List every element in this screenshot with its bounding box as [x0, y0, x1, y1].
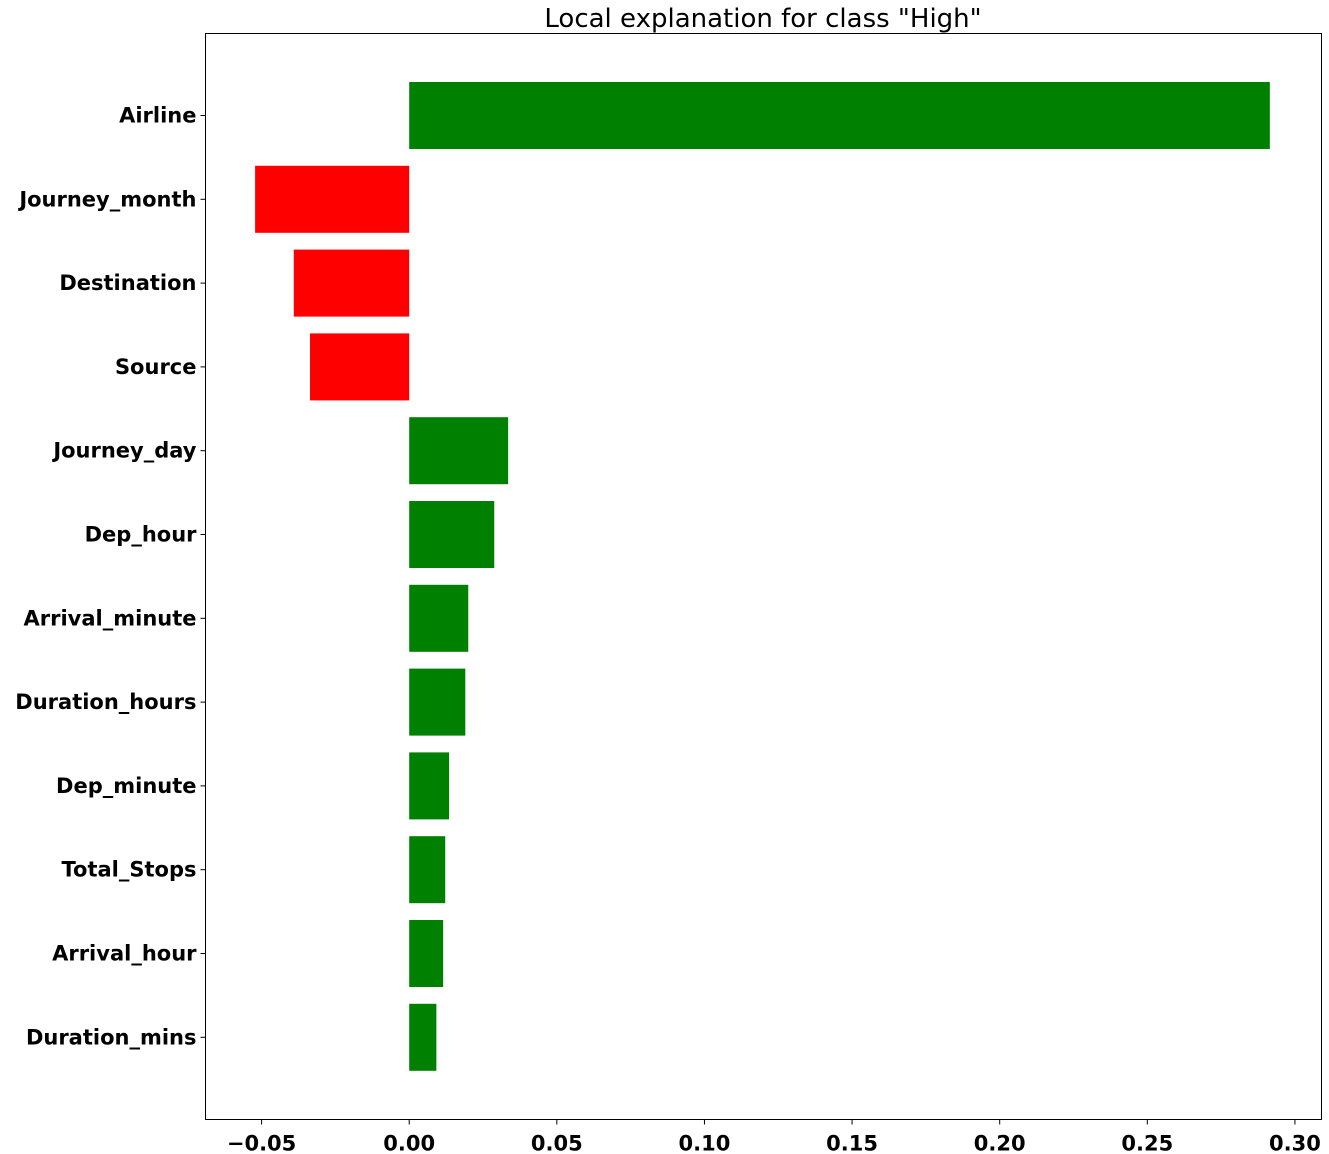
y-tick-label: Arrival_hour	[52, 942, 197, 966]
y-tick-label: Airline	[119, 104, 196, 128]
bar-duration-mins	[409, 1003, 437, 1071]
y-tick-label: Dep_minute	[56, 774, 196, 798]
bars-group	[255, 82, 1270, 1071]
x-tick-label: −0.05	[227, 1132, 296, 1154]
bar-journey-day	[409, 417, 509, 485]
x-tick-label: 0.05	[531, 1132, 583, 1154]
y-tick-label: Destination	[59, 271, 196, 295]
bar-duration-hours	[409, 668, 466, 736]
x-axis-ticks: −0.05 0.00 0.05 0.10 0.15 0.20 0.25 0.30	[227, 1119, 1321, 1154]
bar-arrival-minute	[409, 584, 469, 652]
y-tick-label: Duration_hours	[15, 690, 196, 714]
bar-airline	[409, 82, 1270, 149]
x-tick-label: 0.00	[383, 1132, 435, 1154]
y-tick-label: Dep_hour	[85, 523, 198, 547]
y-tick-label: Duration_mins	[26, 1025, 197, 1049]
x-tick-label: 0.15	[826, 1132, 878, 1154]
y-tick-label: Total_Stops	[62, 858, 197, 882]
x-tick-label: 0.20	[974, 1132, 1026, 1154]
bar-total-stops	[409, 836, 446, 904]
y-tick-label: Journey_day	[51, 439, 196, 463]
plot-frame	[205, 33, 1322, 1120]
bar-journey-month	[255, 165, 410, 233]
y-tick-label: Journey_month	[17, 187, 196, 211]
y-tick-label: Arrival_minute	[24, 606, 197, 630]
bar-dep-hour	[409, 501, 495, 568]
x-tick-label: 0.30	[1269, 1132, 1321, 1154]
bar-source	[310, 333, 410, 401]
y-axis-ticks: Airline Journey_month Destination Source Jou…	[15, 104, 206, 1049]
bar-destination	[293, 249, 410, 317]
y-tick-label: Source	[115, 355, 197, 379]
bar-dep-minute	[409, 752, 450, 820]
x-tick-label: 0.25	[1121, 1132, 1173, 1154]
chart-title: Local explanation for class "High"	[544, 4, 981, 34]
x-tick-label: 0.10	[679, 1132, 731, 1154]
bar-arrival-hour	[409, 920, 444, 987]
